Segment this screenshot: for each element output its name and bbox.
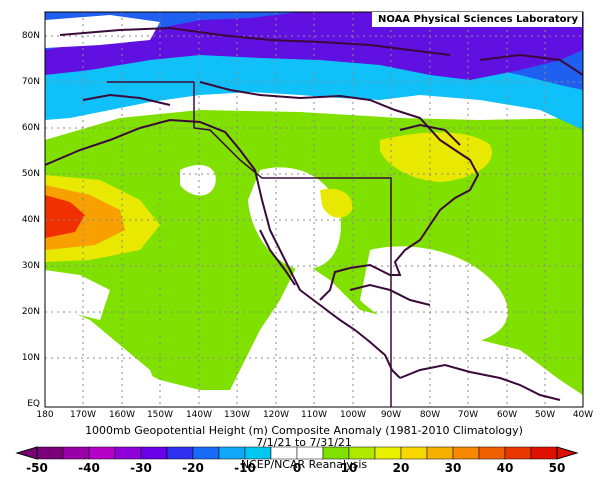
map-date-range: 7/1/21 to 7/31/21 (256, 436, 352, 449)
contour-neutral-5 (45, 270, 110, 320)
lon-label-40w: 40W (572, 410, 594, 420)
lon-label-160w: 160W (108, 410, 136, 420)
contour-neutral-1 (180, 165, 216, 196)
lon-label-80w: 80W (419, 410, 441, 420)
map-frame (44, 11, 584, 408)
lon-label-170w: 170W (69, 410, 97, 420)
colorbar-label-neg50: -50 (26, 461, 48, 475)
lon-label-150w: 150W (146, 410, 174, 420)
colorbar-label-neg40: -40 (78, 461, 100, 475)
colorbar-label-neg30: -30 (130, 461, 152, 475)
lat-label-30n: 30N (21, 261, 40, 271)
contour-positive-yellow-east (380, 132, 492, 182)
colorbar-label-neg20: -20 (182, 461, 204, 475)
colorbar-label-0: 0 (292, 461, 302, 475)
colorbar-label-10: 10 (340, 461, 358, 475)
lon-label-120w: 120W (262, 410, 290, 420)
coastlines (44, 26, 584, 401)
lon-label-50w: 50W (534, 410, 556, 420)
map-title: 1000mb Geopotential Height (m) Composite… (85, 424, 523, 437)
borders (107, 81, 392, 407)
colorbar-label-40: 40 (496, 461, 514, 475)
colorbar-label-20: 20 (392, 461, 410, 475)
lat-label-10n: 10N (21, 353, 40, 363)
colorbar-label-30: 30 (444, 461, 462, 475)
lon-label-130w: 130W (223, 410, 251, 420)
map-source: NCEP/NCAR Reanalysis (240, 458, 368, 471)
lon-label-100w: 100W (339, 410, 367, 420)
lon-label-110w: 110W (300, 410, 328, 420)
lon-label-90w: 90W (380, 410, 402, 420)
colorbar-label-neg10: -10 (234, 461, 256, 475)
colorbar-arrow-left (15, 446, 38, 460)
lat-label-40n: 40N (21, 215, 40, 225)
contour-positive-yellow-center (320, 188, 353, 218)
contour-neutral-3 (45, 300, 160, 395)
contour-neutral-2 (248, 167, 341, 270)
colorbar (15, 446, 579, 460)
contour-positive-red (45, 195, 85, 238)
lon-label-180: 180 (36, 410, 54, 420)
colorbar-label-50: 50 (548, 461, 566, 475)
credit-label: NOAA Physical Sciences Laboratory (372, 12, 582, 27)
lat-label-70n: 70N (21, 77, 40, 87)
colorbar-arrow-right (556, 446, 579, 460)
lat-label-20n: 20N (21, 307, 40, 317)
contour-neutral-4 (360, 246, 508, 345)
lon-label-60w: 60W (496, 410, 518, 420)
lon-label-140w: 140W (185, 410, 213, 420)
lon-label-70w: 70W (457, 410, 479, 420)
lat-label-50n: 50N (21, 169, 40, 179)
lat-label-80n: 80N (21, 31, 40, 41)
lat-label-60n: 60N (21, 123, 40, 133)
lat-label-eq: EQ (27, 399, 40, 409)
